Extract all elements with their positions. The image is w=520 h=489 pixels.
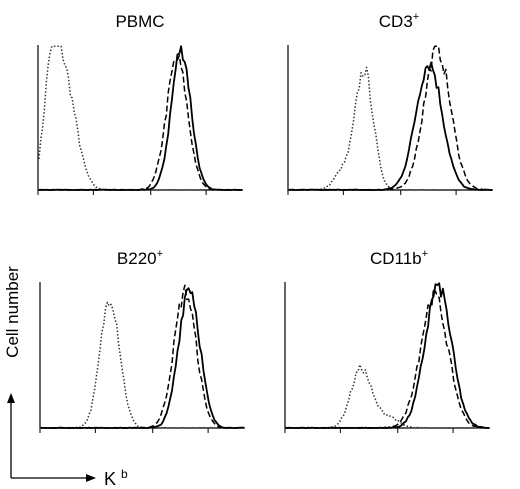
histogram-dotted-line [38, 45, 243, 191]
panel-cd11b: CD11b+ [284, 248, 490, 433]
x-axis-label: K b [104, 467, 128, 489]
histogram-dashed-line [288, 45, 492, 191]
histogram-solid-line [285, 282, 490, 429]
panel-title-main: CD11b [370, 249, 422, 268]
x-axis-label-superscript: b [121, 467, 128, 481]
panel-title-main: B220 [117, 249, 157, 268]
axis-indicator-right-arrow-icon [86, 474, 96, 482]
histogram-solid-line [40, 287, 244, 429]
panel-title-superscript: + [157, 248, 163, 260]
histogram-dotted-line [40, 301, 245, 429]
axis-indicator [7, 393, 96, 482]
axis-indicator-up-arrow-icon [7, 393, 15, 403]
histogram-dashed-line [39, 54, 243, 191]
histogram-solid-line [288, 61, 492, 191]
panel-pbmc: PBMC [37, 12, 243, 195]
panel-title: PBMC [115, 12, 164, 31]
histogram-dashed-line [285, 287, 490, 429]
x-axis-label-main: K [104, 469, 116, 489]
histogram-dashed-line [40, 284, 245, 429]
histogram-solid-line [38, 45, 243, 191]
panel-title-main: PBMC [115, 12, 164, 31]
panel-title: B220+ [117, 248, 163, 268]
panel-title-main: CD3 [379, 12, 413, 31]
panel-title-superscript: + [422, 248, 428, 260]
panel-title-superscript: + [413, 11, 419, 23]
panel-title: CD3+ [379, 11, 419, 31]
panels: PBMC CD3+B220+ CD11b+ [37, 11, 493, 433]
panel-title: CD11b+ [370, 248, 428, 268]
panel-cd3: CD3+ [287, 11, 493, 195]
histogram-dotted-line [289, 66, 492, 191]
panel-b220: B220+ [39, 248, 245, 433]
histogram-dotted-line [285, 363, 490, 429]
y-axis-label: Cell number [3, 266, 22, 358]
